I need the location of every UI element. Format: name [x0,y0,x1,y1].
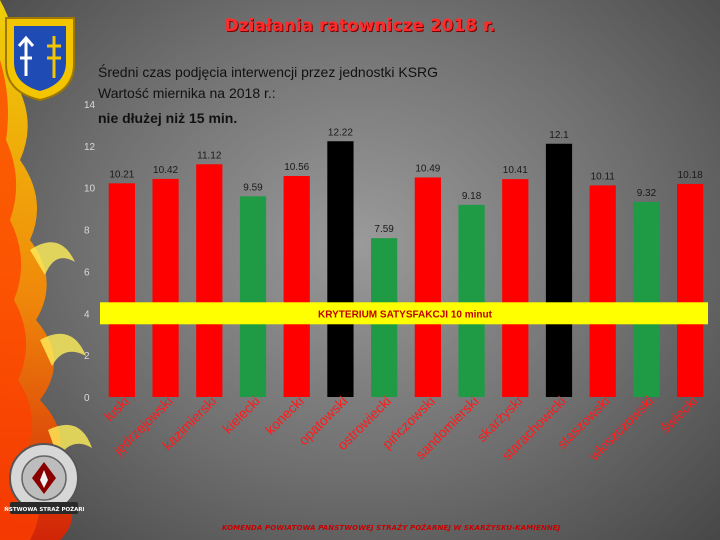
x-category-label: kielecki [219,393,263,437]
bar [633,201,660,397]
flame-decoration [0,0,92,540]
data-label: 9.32 [637,188,657,199]
x-category-label: świecki [657,393,700,436]
data-label: 12.1 [549,130,569,141]
criterion-band [100,302,708,325]
data-label: 10.42 [153,165,178,176]
y-tick-label: 2 [84,351,90,362]
data-label: 11.12 [197,150,222,161]
bar [152,178,179,397]
bar [589,185,616,397]
y-tick-label: 0 [84,393,90,404]
bar [327,141,354,397]
bars: 10.21 10.42 11.12 9.59 10.56 12.22 7.59 10.49 9.… [108,127,704,397]
data-label: 9.59 [243,182,263,193]
data-label: 7.59 [374,224,394,235]
y-tick-label: 4 [84,309,90,320]
fire-service-logo: PAŃSTWOWA STRAŻ POŻARNA [4,443,84,514]
logo-text: PAŃSTWOWA STRAŻ POŻARNA [4,505,84,513]
bar [677,183,704,397]
bar [108,183,135,397]
y-axis: 0 2 4 6 8 10 12 14 [84,100,96,404]
y-tick-label: 6 [84,267,90,278]
data-label: 10.18 [678,170,703,181]
bar [545,143,573,397]
data-label: 10.56 [284,162,309,173]
bar [502,179,529,397]
data-label: 10.41 [503,165,528,176]
data-label: 10.11 [591,171,616,182]
county-coat-of-arms [5,17,75,102]
bar [239,196,267,397]
subtitle-line-3: nie dłużej niż 15 min. [98,110,238,126]
data-label: 9.18 [462,191,482,202]
bar [414,177,441,397]
bar [196,164,223,397]
subtitle-line-2: Wartość miernika na 2018 r.: [98,85,276,101]
x-category-label: łuski [101,393,132,424]
criterion-label: KRYTERIUM SATYSFAKCJI 10 minut [318,309,493,320]
data-label: 10.49 [415,163,440,174]
y-tick-label: 12 [84,142,96,153]
data-label: 12.22 [328,127,353,138]
y-tick-label: 10 [84,184,96,195]
bar [458,204,485,397]
y-tick-label: 8 [84,226,90,237]
footer-text: KOMENDA POWIATOWA PAŃSTWOWEJ STRAŻY POŻA… [222,524,561,532]
data-label: 10.21 [109,169,134,180]
bar [283,175,310,397]
y-tick-label: 14 [84,100,96,111]
slide-title: Działania ratownicze 2018 r. [224,16,496,36]
subtitle-line-1: Średni czas podjęcia interwencji przez j… [98,64,439,80]
reference-band: KRYTERIUM SATYSFAKCJI 10 minut [100,302,708,325]
